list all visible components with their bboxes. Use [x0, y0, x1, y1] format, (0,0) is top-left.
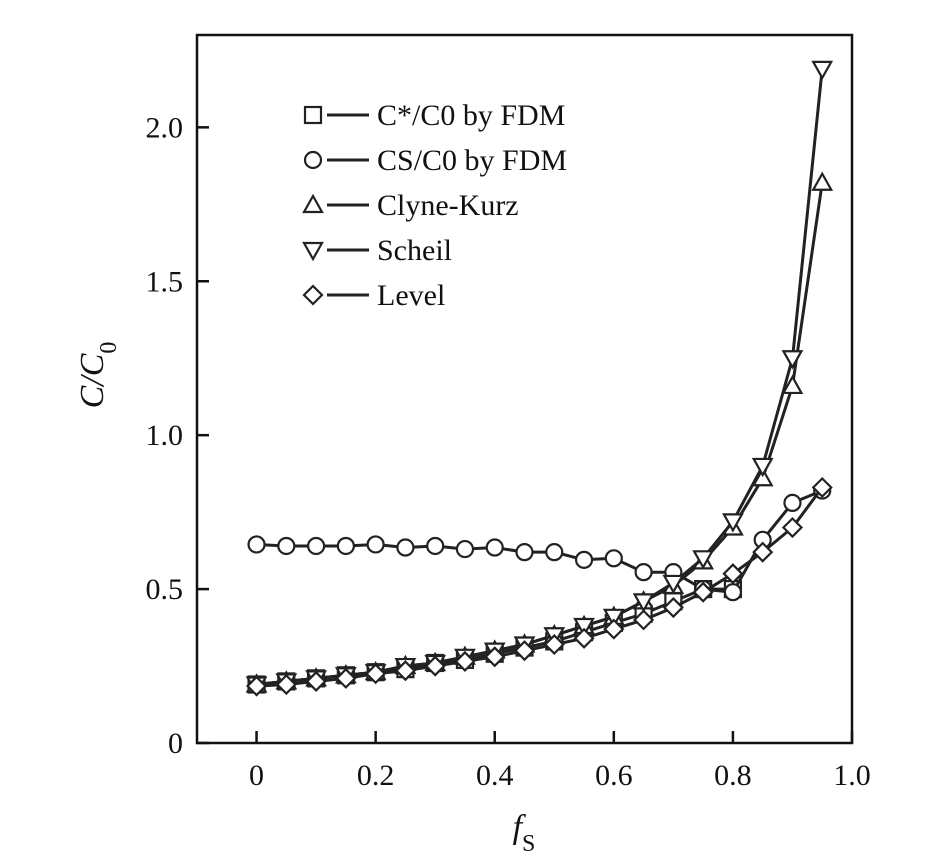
x-tick-label: 1.0	[833, 759, 871, 792]
data-point	[513, 640, 536, 662]
y-axis-ticks: 0 0.5 1.0 1.5 2.0	[146, 111, 209, 760]
data-point	[722, 513, 744, 533]
data-point	[336, 536, 355, 556]
data-point	[783, 493, 802, 512]
legend-item: Clyne-Kurz	[302, 189, 519, 222]
x-tick-label: 0.2	[357, 759, 395, 792]
legend-marker	[303, 150, 323, 170]
data-point	[662, 597, 684, 619]
series-line	[256, 587, 733, 686]
legend-item: CS/C0 by FDM	[303, 144, 567, 177]
data-point	[305, 670, 327, 692]
data-point	[277, 536, 296, 556]
data-point	[811, 171, 834, 191]
y-tick-label: 1.0	[146, 419, 184, 452]
legend-label: Clyne-Kurz	[377, 189, 519, 222]
legend: C*/C0 by FDM CS/C0 by FDM Clyne-Kurz Scheil…	[302, 99, 567, 312]
data-point	[604, 549, 623, 568]
data-point	[573, 617, 595, 638]
x-axis-title: fS	[513, 809, 536, 857]
data-point	[366, 535, 385, 554]
x-tick-label: 0	[249, 759, 264, 792]
data-point	[781, 374, 804, 395]
data-point	[245, 675, 268, 697]
data-point	[632, 593, 655, 613]
data-point	[543, 633, 565, 656]
legend-item: Scheil	[302, 234, 452, 267]
data-point	[811, 476, 833, 499]
data-point	[247, 535, 266, 554]
data-point	[545, 543, 564, 562]
data-point	[573, 627, 595, 649]
plot-frame	[195, 33, 854, 745]
x-tick-label: 0.6	[595, 759, 633, 792]
data-point	[723, 583, 743, 602]
data-point	[602, 608, 625, 629]
data-point	[335, 667, 357, 689]
x-tick-label: 0.8	[714, 759, 752, 792]
series-line	[256, 182, 824, 686]
data-point	[722, 563, 744, 585]
data-point	[811, 60, 834, 81]
data-point	[365, 663, 387, 685]
legend-label: CS/C0 by FDM	[377, 144, 567, 177]
data-point	[781, 350, 804, 370]
legend-label: Level	[377, 279, 445, 312]
data-point	[485, 538, 504, 557]
data-point	[455, 539, 475, 559]
y-tick-label: 1.5	[146, 265, 184, 298]
data-point	[574, 550, 594, 569]
data-point	[752, 541, 774, 563]
series-layer	[245, 60, 834, 697]
data-point	[634, 563, 653, 582]
series-diamond	[245, 476, 833, 697]
legend-item: Level	[302, 279, 445, 312]
legend-marker	[302, 284, 324, 306]
data-point	[426, 536, 445, 556]
data-point	[396, 538, 415, 557]
y-tick-label: 2.0	[146, 111, 184, 144]
y-tick-label: 0	[168, 727, 183, 760]
x-axis-ticks: 0 0.2 0.4 0.6 0.8 1.0	[249, 731, 871, 792]
data-point	[781, 516, 804, 539]
data-point	[275, 673, 297, 696]
legend-marker	[302, 241, 324, 262]
data-point	[394, 660, 416, 682]
legend-marker	[303, 105, 323, 125]
data-point	[603, 618, 625, 640]
data-point	[484, 646, 506, 668]
legend-label: C*/C0 by FDM	[377, 99, 565, 132]
x-tick-label: 0.4	[476, 759, 514, 792]
data-point	[633, 609, 655, 631]
data-point	[454, 650, 476, 672]
y-tick-label: 0.5	[146, 573, 184, 606]
legend-label: Scheil	[377, 234, 452, 267]
data-point	[515, 543, 534, 562]
data-point	[662, 574, 685, 595]
y-axis-title: C/C0	[74, 342, 122, 409]
legend-item: C*/C0 by FDM	[303, 99, 565, 132]
data-point	[692, 550, 715, 570]
data-point	[424, 655, 446, 677]
data-point	[751, 457, 774, 478]
data-point	[692, 581, 714, 603]
data-point	[306, 536, 326, 556]
legend-marker	[302, 193, 324, 214]
